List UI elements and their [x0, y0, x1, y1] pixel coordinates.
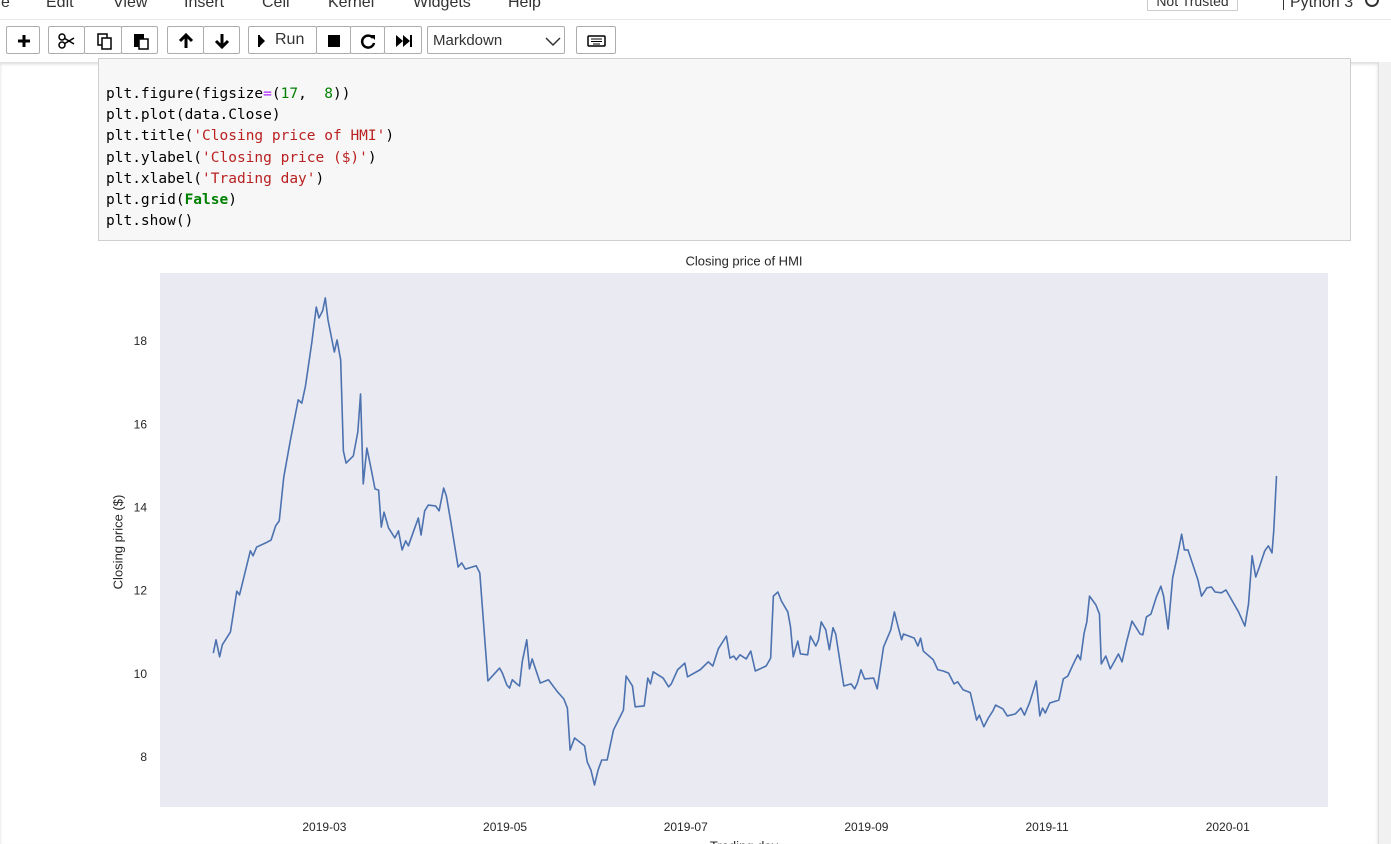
code-token: 'Closing price ($)' — [202, 149, 368, 166]
code-token: ) — [385, 128, 395, 145]
run-all-button[interactable] — [384, 26, 422, 54]
menu-file[interactable]: e — [1, 0, 10, 11]
code-line: plt.plot(data.Close) — [106, 107, 281, 123]
kernel-indicator — [1365, 0, 1379, 7]
cut-button[interactable] — [48, 26, 85, 54]
price-line — [212, 297, 1278, 786]
menu-edit[interactable]: Edit — [46, 0, 74, 11]
menu-bar: e Edit View Insert Cell Kernel Widgets H… — [0, 0, 1391, 20]
move-down-button[interactable] — [203, 26, 240, 54]
move-up-button[interactable] — [167, 26, 204, 54]
interrupt-button[interactable] — [316, 26, 351, 54]
menu-insert[interactable]: Insert — [184, 0, 225, 11]
code-token: ( — [271, 86, 281, 102]
cell-type-label: Markdown — [433, 32, 503, 49]
y-tick-label: 14 — [134, 501, 148, 515]
y-tick-label: 8 — [140, 750, 147, 764]
code-token: plt.xlabel( — [106, 170, 203, 187]
copy-button[interactable] — [84, 26, 122, 54]
code-line: plt.title('Closing price of HMI') — [106, 128, 394, 144]
cell-type-select[interactable]: Markdown — [427, 26, 565, 54]
menu-kernel[interactable]: Kernel — [328, 0, 375, 11]
code-token: ) — [228, 192, 237, 209]
code-line: plt.grid(False) — [106, 192, 237, 208]
y-tick-label: 16 — [134, 417, 148, 431]
code-token: False — [184, 192, 229, 209]
code-token: 'Trading day' — [202, 170, 316, 187]
code-token: = — [263, 86, 272, 102]
code-token: )) — [333, 86, 351, 102]
menu-cell[interactable]: Cell — [262, 0, 290, 11]
code-token: 17 — [280, 86, 299, 102]
menu-help[interactable]: Help — [508, 0, 541, 11]
code-line: plt.ylabel('Closing price ($)') — [106, 150, 377, 166]
separator — [1283, 0, 1284, 10]
code-token: plt.plot(data.Close) — [106, 107, 281, 124]
code-token: ) — [315, 170, 325, 187]
code-token: plt.ylabel( — [106, 149, 203, 166]
code: plt.figure(figsize=(17, 8)) plt.plot(dat… — [106, 84, 394, 232]
y-tick-label: 18 — [134, 334, 148, 348]
code-token: plt.title( — [106, 128, 194, 145]
code-token: ) — [367, 149, 377, 166]
y-tick-label: 12 — [134, 584, 148, 598]
code-token: 8 — [324, 86, 334, 102]
code-line: plt.figure(figsize=(17, 8)) — [106, 86, 350, 102]
plot-area — [160, 273, 1328, 807]
y-axis-label: Closing price ($) — [110, 495, 125, 590]
menu-widgets[interactable]: Widgets — [413, 0, 471, 11]
scrollbar[interactable] — [1378, 62, 1391, 844]
code-line: plt.xlabel('Trading day') — [106, 171, 324, 187]
run-button[interactable]: Run — [248, 26, 317, 54]
code-token: 'Closing price of HMI' — [193, 128, 386, 145]
x-tick-label: 2019-07 — [664, 820, 708, 834]
code-line: plt.show() — [106, 213, 193, 229]
code-token: plt.figure(figsize — [106, 86, 264, 102]
run-label: Run — [275, 31, 305, 48]
chart-title: Closing price of HMI — [685, 253, 802, 268]
menu-view[interactable]: View — [113, 0, 148, 11]
paste-button[interactable] — [121, 26, 158, 54]
y-tick-label: 10 — [134, 667, 148, 681]
trust-button[interactable]: Not Trusted — [1147, 0, 1238, 11]
insert-cell-button[interactable] — [6, 26, 40, 54]
kernel-name: Python 3 — [1290, 0, 1354, 11]
x-tick-label: 2020-01 — [1206, 820, 1250, 834]
code-token: plt.grid( — [106, 192, 185, 209]
code-cell[interactable]: plt.figure(figsize=(17, 8)) plt.plot(dat… — [98, 58, 1351, 241]
command-palette-button[interactable] — [576, 26, 616, 54]
x-axis-label: Trading day — [710, 838, 779, 844]
x-tick-label: 2019-03 — [302, 820, 346, 834]
code-token: plt.show() — [106, 213, 194, 230]
code-token: , — [298, 86, 325, 102]
x-tick-label: 2019-11 — [1025, 820, 1068, 834]
x-tick-label: 2019-05 — [483, 820, 527, 834]
x-tick-label: 2019-09 — [844, 820, 888, 834]
